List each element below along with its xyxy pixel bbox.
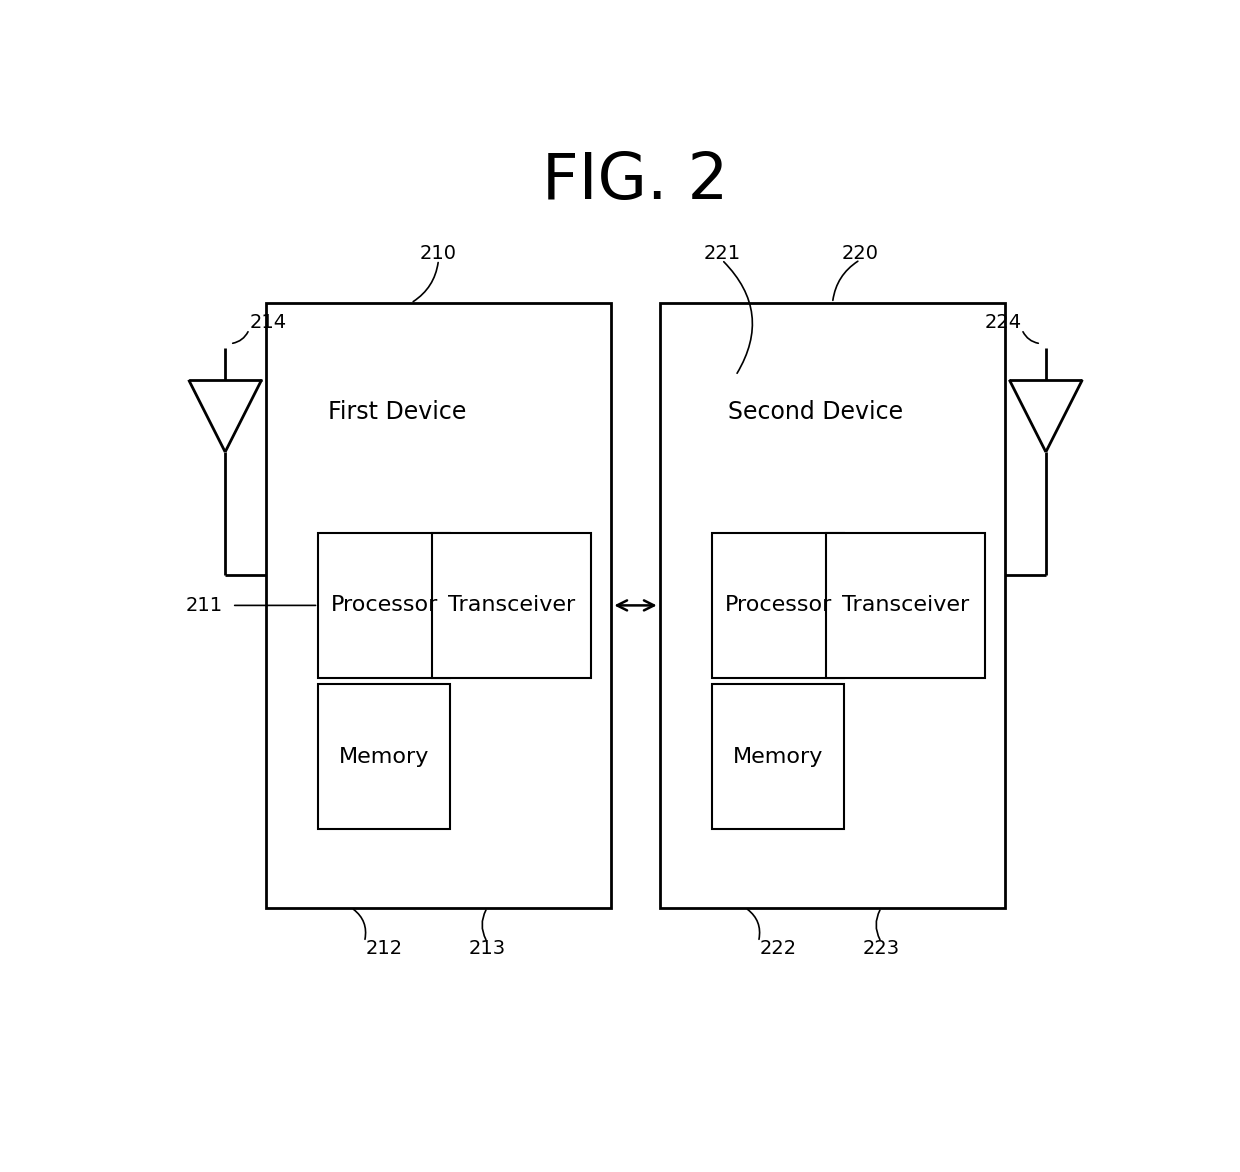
Bar — [826, 533, 985, 677]
Bar — [265, 304, 611, 908]
Text: 221: 221 — [703, 244, 740, 263]
Bar — [713, 533, 844, 677]
Text: 224: 224 — [985, 313, 1022, 333]
Text: 211: 211 — [185, 595, 222, 615]
Bar — [713, 684, 844, 829]
Text: Transceiver: Transceiver — [448, 595, 575, 615]
Text: Second Device: Second Device — [728, 400, 903, 424]
Text: Processor: Processor — [330, 595, 438, 615]
Text: Transceiver: Transceiver — [842, 595, 968, 615]
Text: 212: 212 — [366, 939, 403, 958]
Text: Memory: Memory — [733, 747, 823, 766]
Text: 213: 213 — [469, 939, 506, 958]
Bar — [660, 304, 1006, 908]
Text: FIG. 2: FIG. 2 — [542, 150, 729, 212]
Text: 223: 223 — [863, 939, 900, 958]
Bar — [319, 684, 450, 829]
Text: Processor: Processor — [724, 595, 832, 615]
Text: First Device: First Device — [327, 400, 466, 424]
Text: 222: 222 — [760, 939, 796, 958]
Bar — [319, 533, 450, 677]
Text: Memory: Memory — [339, 747, 429, 766]
Text: 214: 214 — [249, 313, 286, 333]
Text: 210: 210 — [420, 244, 458, 263]
Bar — [432, 533, 590, 677]
Text: 220: 220 — [842, 244, 879, 263]
